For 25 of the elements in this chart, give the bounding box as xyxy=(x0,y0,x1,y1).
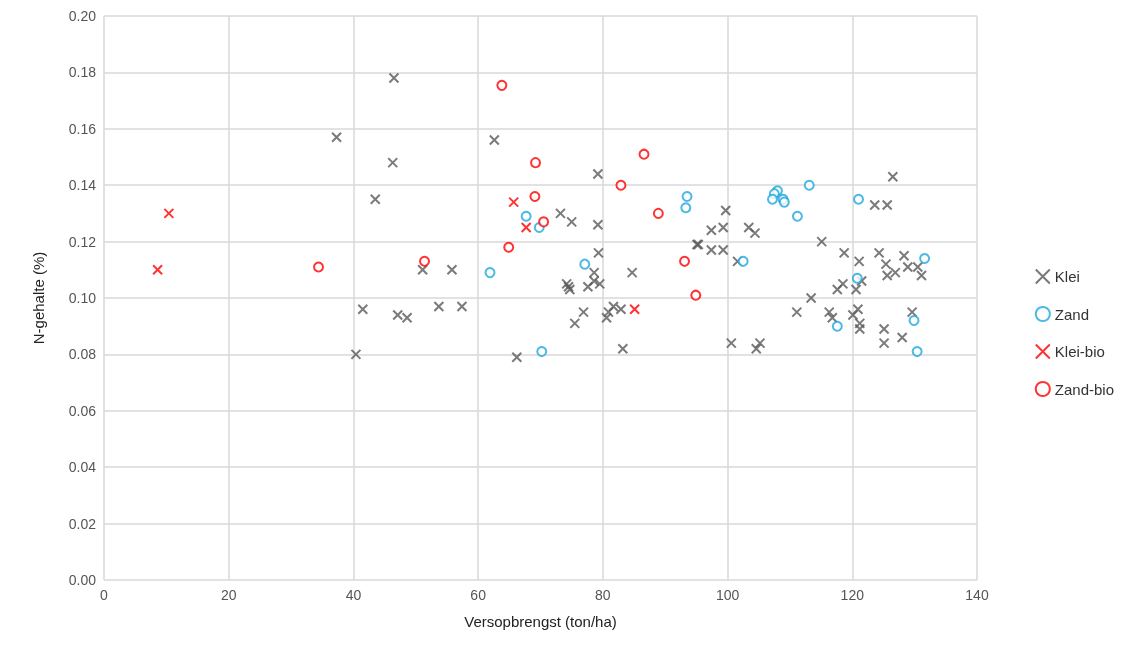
x-tick-label: 40 xyxy=(345,587,362,603)
y-tick-label: 0.18 xyxy=(68,64,97,81)
x-tick-label: 60 xyxy=(470,587,487,603)
y-tick-label: 0.12 xyxy=(68,233,97,250)
x-tick-label: 0 xyxy=(100,587,109,603)
y-tick-label: 0.14 xyxy=(68,177,97,194)
legend-label: Klei xyxy=(1054,268,1080,285)
x-tick-label: 140 xyxy=(965,587,989,603)
legend-label: Zand-bio xyxy=(1054,380,1114,398)
y-tick-label: 0.20 xyxy=(68,8,97,24)
y-tick-label: 0.10 xyxy=(68,290,97,306)
x-tick-label: 100 xyxy=(715,587,740,603)
legend-label: Klei-bio xyxy=(1054,343,1105,360)
y-tick-label: 0.00 xyxy=(68,572,97,588)
x-tick-label: 80 xyxy=(595,587,611,603)
y-tick-label: 0.02 xyxy=(68,515,97,532)
x-tick-label: 120 xyxy=(840,587,865,603)
y-tick-label: 0.04 xyxy=(68,459,97,476)
x-axis-title: Versopbrengst (ton/ha) xyxy=(464,613,617,630)
y-axis-title: N-gehalte (%) xyxy=(30,251,47,345)
y-tick-label: 0.16 xyxy=(68,120,97,137)
legend-label: Zand xyxy=(1054,305,1089,323)
y-tick-label: 0.06 xyxy=(68,402,97,419)
y-tick-label: 0.08 xyxy=(68,346,97,363)
x-tick-label: 20 xyxy=(220,587,237,603)
